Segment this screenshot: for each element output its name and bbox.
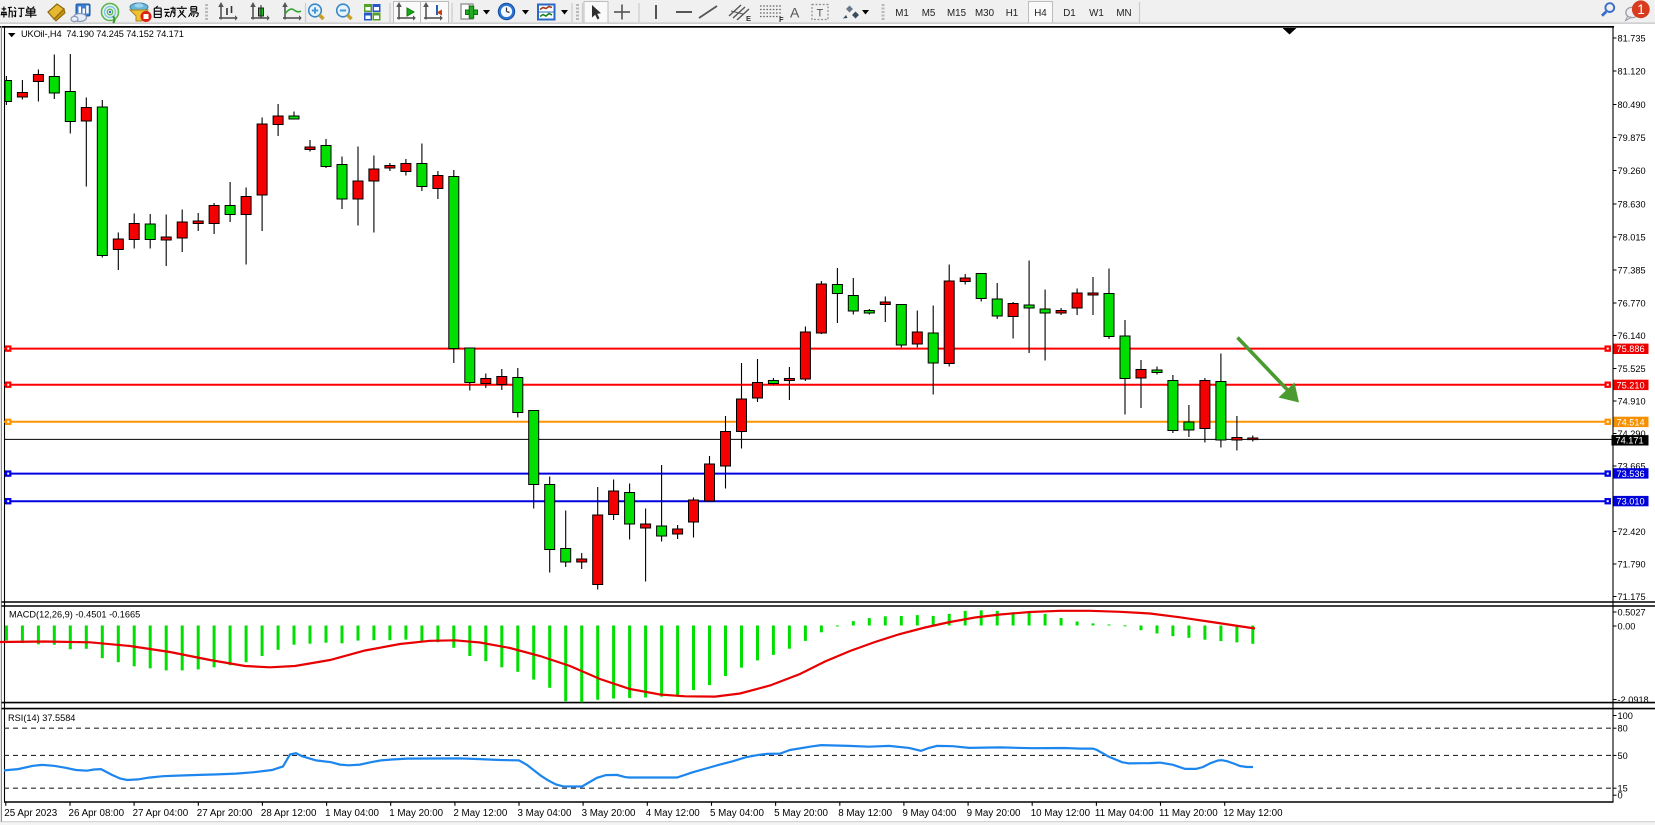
svg-text:F: F [779, 15, 784, 24]
svg-text:78.015: 78.015 [1618, 232, 1646, 242]
svg-text:80: 80 [1618, 724, 1628, 734]
svg-text:M15: M15 [947, 8, 967, 19]
svg-text:0: 0 [1618, 791, 1623, 801]
svg-text:H1: H1 [1006, 8, 1019, 19]
svg-text:73.010: 73.010 [1617, 497, 1645, 507]
svg-text:3 May 04:00: 3 May 04:00 [518, 808, 572, 819]
svg-text:77.385: 77.385 [1618, 265, 1646, 275]
svg-text:9 May 04:00: 9 May 04:00 [902, 808, 956, 819]
svg-text:MN: MN [1116, 8, 1131, 19]
svg-text:76.770: 76.770 [1618, 298, 1646, 308]
svg-text:74.290: 74.290 [1618, 429, 1646, 439]
svg-text:E: E [746, 14, 751, 23]
svg-text:11 May 20:00: 11 May 20:00 [1159, 808, 1218, 819]
svg-text:0.00: 0.00 [1618, 621, 1636, 631]
svg-text:RSI(14) 37.5584: RSI(14) 37.5584 [8, 713, 75, 723]
svg-text:100: 100 [1618, 711, 1633, 721]
svg-text:26 Apr 08:00: 26 Apr 08:00 [69, 808, 125, 819]
svg-text:3 May 20:00: 3 May 20:00 [582, 808, 636, 819]
svg-text:8 May 12:00: 8 May 12:00 [838, 808, 892, 819]
svg-text:A: A [790, 5, 800, 21]
svg-text:15: 15 [1618, 784, 1628, 794]
svg-text:80.490: 80.490 [1618, 100, 1646, 110]
svg-text:0.5027: 0.5027 [1618, 607, 1646, 617]
svg-text:5 May 20:00: 5 May 20:00 [774, 808, 828, 819]
svg-text:50: 50 [1618, 751, 1628, 761]
svg-text:75.886: 75.886 [1617, 344, 1645, 354]
svg-text:4 May 12:00: 4 May 12:00 [646, 808, 700, 819]
svg-text:74.910: 74.910 [1618, 396, 1646, 406]
svg-text:M5: M5 [922, 8, 936, 19]
svg-text:W1: W1 [1089, 8, 1104, 19]
svg-text:1: 1 [1637, 2, 1645, 17]
svg-text:79.260: 79.260 [1618, 166, 1646, 176]
svg-text:9 May 20:00: 9 May 20:00 [967, 808, 1021, 819]
svg-text:H4: H4 [1034, 8, 1047, 19]
svg-text:M30: M30 [975, 8, 995, 19]
svg-text:27 Apr 20:00: 27 Apr 20:00 [197, 808, 253, 819]
svg-text:UKOil-,H4 74.190 74.245 74.15: UKOil-,H4 74.190 74.245 74.152 74.171 [21, 29, 184, 39]
svg-text:1 May 04:00: 1 May 04:00 [325, 808, 379, 819]
svg-text:79.875: 79.875 [1618, 133, 1646, 143]
svg-text:71.790: 71.790 [1618, 559, 1646, 569]
svg-text:11 May 04:00: 11 May 04:00 [1095, 808, 1154, 819]
svg-text:75.210: 75.210 [1617, 380, 1645, 390]
svg-text:D1: D1 [1063, 8, 1076, 19]
svg-text:73.536: 73.536 [1617, 469, 1645, 479]
svg-text:78.630: 78.630 [1618, 199, 1646, 209]
svg-text:75.525: 75.525 [1618, 364, 1646, 374]
svg-text:T: T [817, 8, 824, 20]
svg-text:73.665: 73.665 [1618, 461, 1646, 471]
svg-text:71.175: 71.175 [1618, 592, 1646, 602]
svg-text:76.140: 76.140 [1618, 331, 1646, 341]
svg-text:MACD(12,26,9) -0.4501 -0.1665: MACD(12,26,9) -0.4501 -0.1665 [9, 609, 140, 619]
svg-text:M1: M1 [895, 8, 909, 19]
svg-text:74.514: 74.514 [1617, 417, 1645, 427]
svg-text:81.120: 81.120 [1618, 66, 1646, 76]
svg-text:12 May 12:00: 12 May 12:00 [1223, 808, 1283, 819]
svg-text:5 May 04:00: 5 May 04:00 [710, 808, 764, 819]
svg-text:27 Apr 04:00: 27 Apr 04:00 [133, 808, 189, 819]
svg-text:25 Apr 2023: 25 Apr 2023 [4, 808, 57, 819]
svg-text:2 May 12:00: 2 May 12:00 [453, 808, 507, 819]
svg-text:-2.0918: -2.0918 [1618, 695, 1649, 705]
svg-text:10 May 12:00: 10 May 12:00 [1031, 808, 1091, 819]
svg-text:1 May 20:00: 1 May 20:00 [389, 808, 443, 819]
svg-text:72.420: 72.420 [1618, 527, 1646, 537]
svg-text:74.171: 74.171 [1616, 436, 1644, 446]
svg-text:28 Apr 12:00: 28 Apr 12:00 [261, 808, 317, 819]
svg-text:81.735: 81.735 [1618, 33, 1646, 43]
